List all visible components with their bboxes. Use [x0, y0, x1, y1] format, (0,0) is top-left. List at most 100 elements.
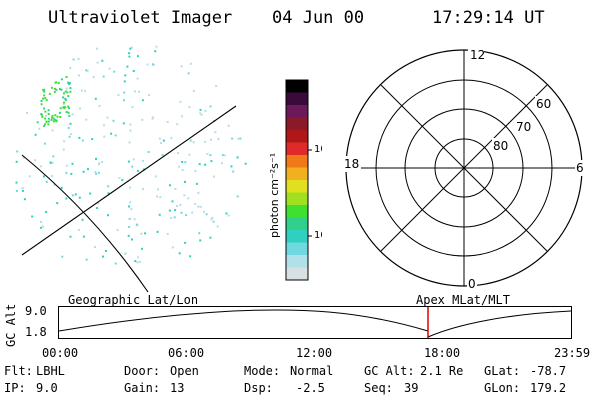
emission-pixel	[82, 170, 85, 173]
emission-pixel	[42, 97, 45, 100]
emission-pixel	[45, 211, 48, 213]
emission-pixel	[64, 98, 67, 101]
emission-pixel	[124, 74, 127, 77]
emission-pixel	[166, 232, 169, 235]
flt-value: LBHL	[36, 364, 65, 378]
emission-pixel	[71, 194, 74, 197]
emission-pixel	[131, 238, 133, 241]
apex-caption: Apex MLat/MLT	[416, 293, 510, 307]
emission-pixel	[141, 99, 144, 102]
emission-pixel	[69, 67, 72, 69]
emission-pixel	[128, 205, 131, 208]
emission-pixel	[209, 154, 212, 157]
emission-pixel	[124, 252, 127, 255]
emission-pixel	[55, 88, 58, 91]
emission-pixel	[168, 209, 171, 212]
emission-pixel	[184, 241, 187, 244]
emission-pixel	[223, 154, 226, 157]
ip-label: IP:	[4, 381, 26, 395]
emission-pixel	[204, 109, 207, 112]
emission-pixel	[141, 247, 143, 250]
emission-pixel	[52, 120, 55, 123]
emission-pixel	[96, 61, 99, 64]
mlt-label-top: 12	[470, 48, 485, 62]
emission-pixel	[137, 256, 140, 259]
emission-pixel	[95, 47, 98, 50]
emission-pixel	[38, 127, 41, 130]
emission-pixel	[34, 159, 37, 162]
emission-pixel	[220, 162, 223, 165]
colorbar-band	[286, 167, 308, 181]
emission-pixel	[128, 141, 131, 144]
glat-value: -78.7	[530, 364, 567, 378]
mlt-label-right: 6	[576, 161, 584, 175]
emission-pixel	[237, 137, 240, 140]
emission-pixel	[69, 90, 72, 93]
colorbar-band	[286, 142, 308, 156]
emission-pixel	[142, 159, 144, 162]
emission-pixel	[97, 171, 100, 174]
emission-pixel	[151, 117, 154, 120]
emission-pixel	[94, 170, 97, 173]
emission-pixel	[57, 82, 60, 85]
emission-pixel	[44, 114, 47, 117]
emission-pixel	[129, 186, 132, 189]
emission-pixel	[44, 110, 47, 113]
emission-pixel	[59, 116, 62, 118]
colorbar-band	[286, 130, 308, 143]
emission-pixel	[156, 230, 159, 233]
emission-pixel	[154, 175, 157, 178]
aurora-emission-pixels	[15, 45, 247, 265]
emission-pixel	[189, 255, 192, 258]
emission-pixel	[64, 97, 67, 100]
colorbar-band	[286, 205, 308, 218]
emission-pixel	[121, 179, 124, 182]
emission-pixel	[132, 158, 135, 161]
glon-value: 179.2	[530, 381, 567, 395]
emission-pixel	[169, 184, 171, 187]
emission-pixel	[92, 76, 95, 79]
emission-pixel	[138, 260, 141, 263]
emission-pixel	[44, 142, 46, 145]
emission-pixel	[177, 152, 180, 155]
emission-pixel	[43, 125, 46, 127]
uvi-image-panel	[15, 45, 247, 293]
emission-pixel	[40, 100, 43, 102]
emission-pixel	[23, 198, 26, 201]
polar-mlt-plot: 12 6 0 18 60 70 80	[343, 48, 587, 292]
emission-pixel	[123, 80, 126, 83]
emission-pixel	[16, 150, 19, 153]
emission-pixel	[173, 216, 176, 219]
emission-pixel	[166, 120, 169, 123]
emission-pixel	[192, 141, 195, 144]
emission-pixel	[26, 111, 28, 114]
emission-pixel	[43, 107, 46, 110]
emission-pixel	[71, 113, 74, 116]
emission-pixel	[68, 135, 71, 138]
emission-pixel	[47, 109, 50, 112]
emission-pixel	[66, 91, 69, 94]
emission-pixel	[87, 168, 89, 171]
emission-pixel	[28, 175, 31, 178]
emission-pixel	[179, 204, 182, 206]
emission-pixel	[103, 135, 106, 138]
emission-pixel	[209, 105, 212, 108]
emission-pixel	[51, 114, 54, 117]
colorbar-band	[286, 92, 308, 106]
emission-pixel	[161, 154, 164, 157]
emission-pixel	[189, 139, 192, 142]
door-label: Door:	[124, 364, 161, 378]
emission-pixel	[117, 94, 120, 97]
emission-pixel	[217, 138, 220, 140]
emission-pixel	[199, 239, 202, 242]
emission-pixel	[15, 190, 18, 192]
emission-pixel	[63, 107, 66, 110]
emission-pixel	[199, 108, 202, 111]
emission-pixel	[128, 225, 131, 228]
mlat-label: 60	[536, 97, 551, 111]
emission-pixel	[47, 120, 50, 123]
colorbar-band	[286, 117, 308, 131]
emission-pixel	[244, 162, 247, 165]
emission-pixel	[176, 205, 178, 207]
emission-pixel	[227, 124, 230, 127]
